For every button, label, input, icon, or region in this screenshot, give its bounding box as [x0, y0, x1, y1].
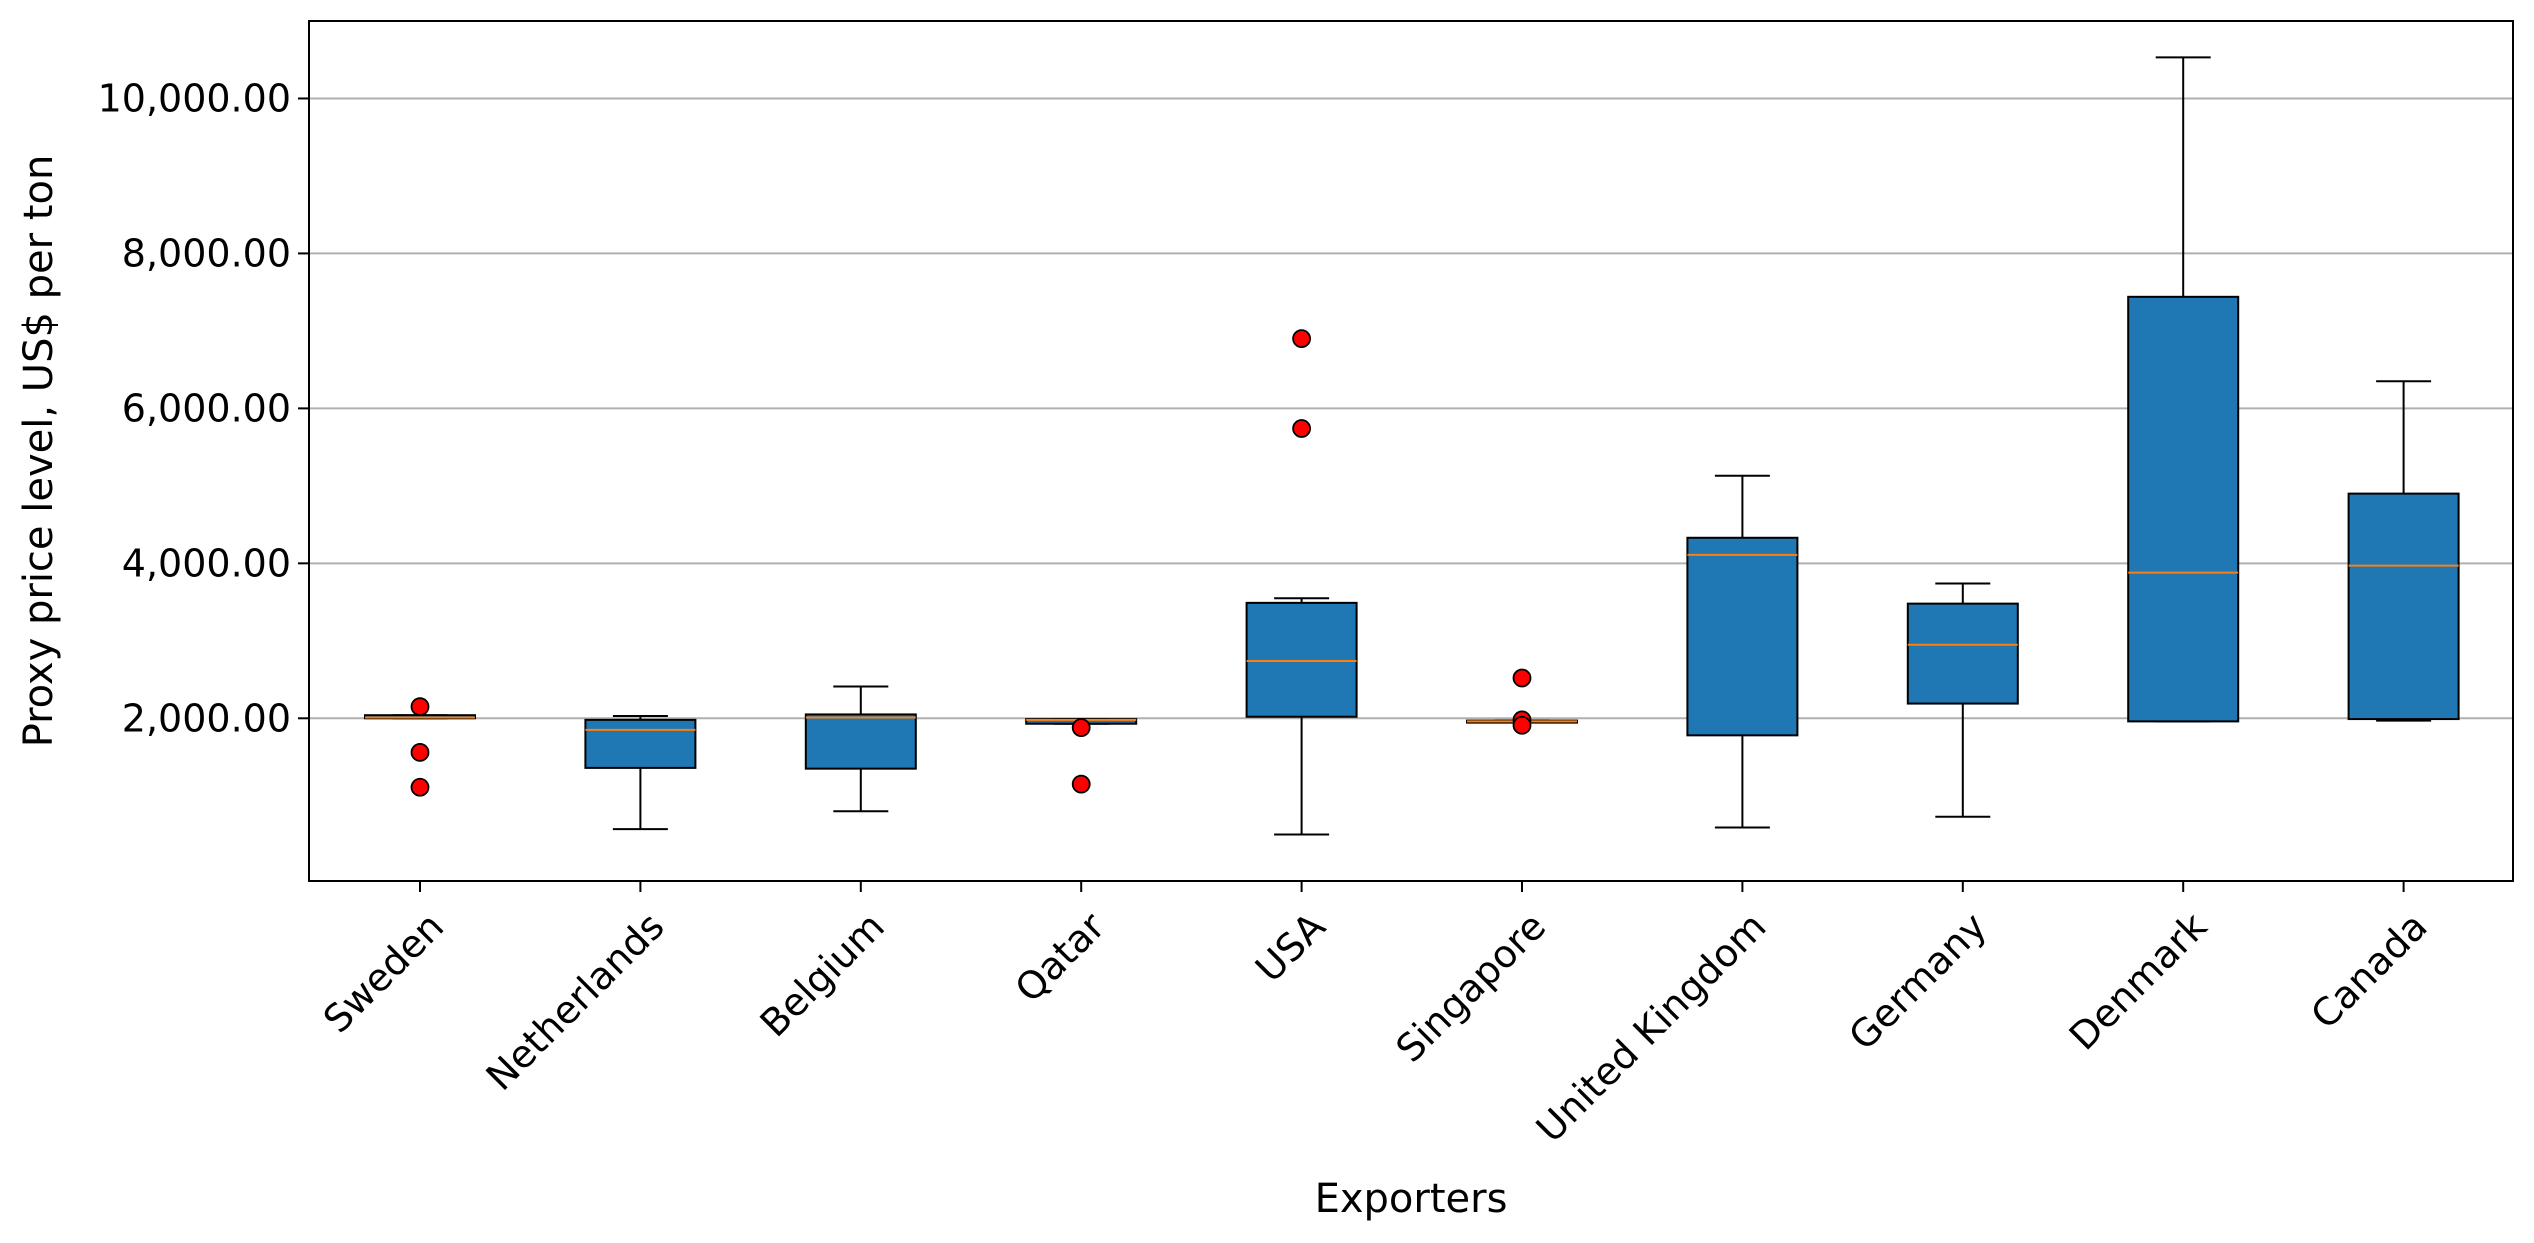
- x-tick-label: Netherlands: [478, 904, 673, 1099]
- x-tick-label: Germany: [1840, 904, 1995, 1059]
- y-tick-label: 8,000.00: [122, 231, 291, 275]
- outlier-point: [1292, 329, 1311, 349]
- x-tick-label: Denmark: [2061, 904, 2216, 1059]
- x-tick-label: Canada: [2302, 904, 2435, 1037]
- box-group: [2127, 56, 2240, 723]
- box-group: [1025, 718, 1138, 794]
- x-tick-label: Sweden: [315, 904, 452, 1041]
- y-tick-label: 4,000.00: [122, 541, 291, 585]
- outlier-point: [1071, 774, 1091, 794]
- x-tick-label: USA: [1247, 904, 1334, 991]
- plot-frame: [308, 20, 2514, 882]
- y-axis: 2,000.00 4,000.00 6,000.00 8,000.00 10,000.0…: [98, 76, 309, 740]
- x-tick-label: Qatar: [1007, 904, 1114, 1011]
- box-group: [1245, 329, 1358, 836]
- box-iqr: [1245, 601, 1358, 718]
- x-tick-label: United Kingdom: [1528, 904, 1775, 1151]
- box-iqr: [2347, 492, 2460, 721]
- box-group: [2347, 380, 2460, 722]
- outlier-point: [1512, 715, 1532, 735]
- outlier-point: [1512, 668, 1532, 688]
- y-tick-label: 10,000.00: [98, 76, 291, 120]
- box-iqr: [1906, 602, 2019, 705]
- y-tick-label: 2,000.00: [122, 696, 291, 740]
- box-group: [364, 697, 476, 797]
- x-axis: Sweden Netherlands Belgium Qatar USA Singapor…: [315, 881, 2436, 1151]
- outlier-point: [410, 697, 430, 717]
- box-iqr: [584, 718, 697, 769]
- x-axis-label: Exporters: [1315, 1176, 1508, 1222]
- box-group: [584, 714, 697, 831]
- boxes: [364, 56, 2460, 836]
- x-tick-label: Belgium: [752, 904, 893, 1045]
- box-group: [1686, 474, 1799, 829]
- outlier-point: [410, 742, 430, 762]
- box-iqr: [804, 713, 917, 770]
- outlier-point: [1071, 718, 1091, 737]
- x-tick-label: Singapore: [1387, 904, 1554, 1071]
- outlier-point: [1292, 419, 1311, 438]
- y-tick-label: 6,000.00: [122, 386, 291, 430]
- box-iqr: [2127, 295, 2240, 723]
- box-iqr: [1686, 536, 1799, 737]
- y-axis-label: Proxy price level, US$ per ton: [16, 155, 62, 748]
- box-group: [1906, 582, 2019, 818]
- box-group: [1466, 668, 1578, 735]
- outlier-point: [410, 777, 430, 797]
- box-group: [804, 685, 917, 813]
